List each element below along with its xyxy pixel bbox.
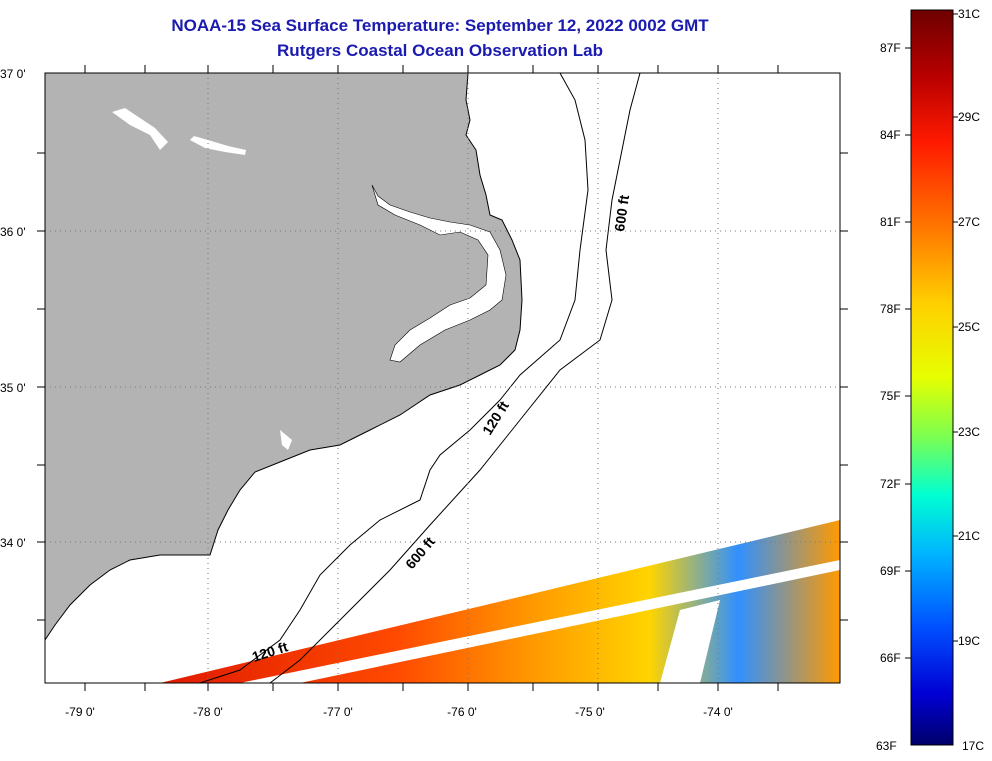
lat-label: 35 0' bbox=[0, 381, 26, 395]
sst-swath bbox=[160, 520, 840, 683]
colorbar-f-label: 84F bbox=[880, 128, 901, 142]
pamlico-sound bbox=[371, 184, 507, 363]
map-frame bbox=[44, 72, 841, 684]
colorbar-c-label: 23C bbox=[958, 425, 980, 439]
colorbar-c-label: 21C bbox=[958, 529, 980, 543]
contour-120ft bbox=[199, 73, 589, 683]
lon-label: -76 0' bbox=[447, 705, 477, 719]
lon-label: -77 0' bbox=[323, 705, 353, 719]
contour-label: 600 ft bbox=[402, 533, 438, 572]
contour-600ft bbox=[269, 73, 641, 683]
lon-label: -75 0' bbox=[575, 705, 605, 719]
contour-label: 600 ft bbox=[611, 194, 632, 233]
lat-label: 34 0' bbox=[0, 536, 26, 550]
colorbar-f-label: 66F bbox=[880, 651, 901, 665]
map-subtitle: Rutgers Coastal Ocean Observation Lab bbox=[277, 41, 603, 60]
contour-label: 120 ft bbox=[479, 398, 512, 438]
river-inlet bbox=[280, 430, 292, 450]
axis-ticks bbox=[37, 65, 848, 691]
swath-gap bbox=[660, 600, 720, 683]
colorbar-c-label: 27C bbox=[958, 215, 980, 229]
lon-label: -74 0' bbox=[703, 705, 733, 719]
lat-label: 37 0' bbox=[0, 67, 26, 81]
colorbar-f-label: 81F bbox=[880, 215, 901, 229]
colorbar-c-label: 31C bbox=[958, 7, 980, 21]
colorbar-f-label: 87F bbox=[880, 41, 901, 55]
swath-gap bbox=[240, 560, 840, 683]
colorbar-ticks bbox=[905, 13, 958, 659]
colorbar-f-label: 63F bbox=[876, 739, 897, 753]
lon-label: -79 0' bbox=[65, 705, 95, 719]
temperature-colorbar bbox=[910, 9, 954, 746]
map-title: NOAA-15 Sea Surface Temperature: Septemb… bbox=[171, 16, 709, 35]
colorbar-c-label: 19C bbox=[958, 634, 980, 648]
colorbar-c-label: 29C bbox=[958, 110, 980, 124]
colorbar-f-label: 72F bbox=[880, 477, 901, 491]
land-mass bbox=[45, 73, 523, 641]
river-inlet bbox=[190, 136, 246, 155]
colorbar-f-label: 75F bbox=[880, 389, 901, 403]
colorbar-f-label: 69F bbox=[880, 564, 901, 578]
colorbar-f-label: 78F bbox=[880, 302, 901, 316]
albemarle-inlet bbox=[112, 108, 168, 150]
lon-label: -78 0' bbox=[193, 705, 223, 719]
lat-label: 36 0' bbox=[0, 225, 26, 239]
colorbar-c-label: 25C bbox=[958, 320, 980, 334]
graticule bbox=[45, 73, 840, 683]
colorbar-c-label: 17C bbox=[962, 739, 984, 753]
